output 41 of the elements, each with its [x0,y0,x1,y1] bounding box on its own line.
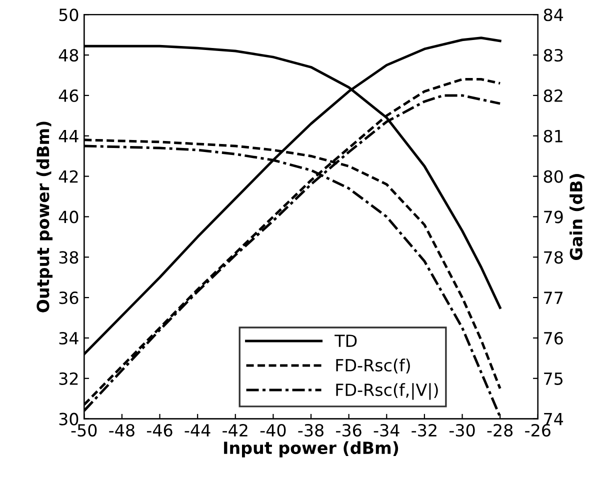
x-tick-label: -50 [71,424,97,437]
y-tick-label: 30 [59,412,78,426]
x-tick-label: -44 [184,424,210,436]
y2-tick-label: 83 [544,48,563,62]
legend-label: FD-Rsc(f) [336,358,410,374]
y-tick-label: 38 [59,251,78,264]
y-tick-label: 32 [59,372,78,385]
y2-tick-label: 84 [544,8,564,22]
x-tick-label: -36 [336,424,362,437]
x-axis-title: Input power (dBm) [224,441,398,458]
y-tick-label: 44 [58,130,78,142]
y-tick-label: 42 [58,170,78,183]
legend-label: FD-Rsc(f,|V|) [336,383,438,400]
x-tick-label: -40 [260,424,286,437]
y2-tick-label: 76 [544,332,563,345]
y-tick-label: 46 [58,89,78,102]
x-tick-label: -48 [109,424,134,437]
y2-tick-label: 81 [544,130,562,142]
y-axis-title: Output power (dBm) [36,122,53,312]
y-tick-label: 34 [59,332,78,345]
x-tick-label: -46 [146,424,172,437]
x-tick-label: -28 [487,424,513,437]
x-tick-label: -34 [374,424,400,437]
y2-tick-label: 75 [544,372,563,385]
y-tick-label: 36 [59,292,78,304]
y2-tick-label: 82 [544,89,562,102]
x-tick-label: -32 [412,424,436,437]
legend-label: TD [334,334,357,347]
y2-tick-label: 74 [544,413,564,426]
y2-tick-label: 79 [544,210,563,224]
y-tick-label: 50 [59,8,78,22]
y2-tick-label: 78 [544,251,563,264]
y-tick-label: 48 [58,48,78,62]
y2-tick-label: 80 [544,170,563,183]
x-tick-label: -38 [298,424,324,437]
y-tick-label: 40 [58,210,78,224]
y2-tick-label: 77 [544,292,563,304]
x-tick-label: -42 [222,424,248,436]
x-tick-label: -30 [449,424,475,437]
x-tick-label: -26 [525,424,550,437]
y2-axis-title: Gain (dB) [570,174,584,260]
